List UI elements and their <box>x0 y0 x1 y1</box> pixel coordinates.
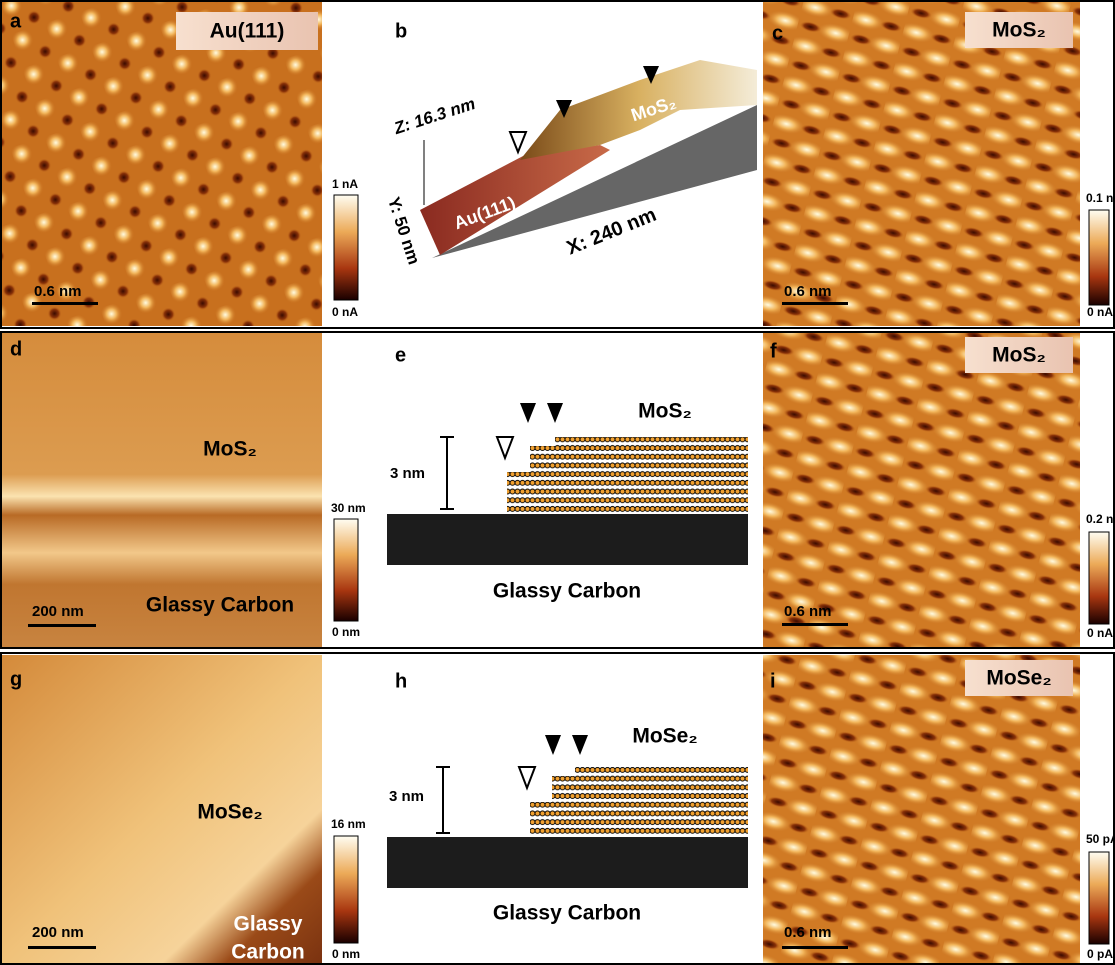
colorbar-min: 0 nm <box>332 947 360 961</box>
substrate-label: Glassy Carbon <box>493 580 641 603</box>
stm-image <box>2 2 322 326</box>
arrow-filled <box>547 403 563 423</box>
stm-image <box>763 333 1080 647</box>
colorbar-max: 30 nm <box>331 501 366 515</box>
height-bracket <box>436 767 450 833</box>
z-label: Z: 16.3 nm <box>391 94 478 138</box>
region-label: MoS₂ <box>203 438 257 461</box>
substrate <box>387 514 748 565</box>
figure: Au(111) a 0.6 nm 1 nA 0 nA b Z: 16.3 nm … <box>0 0 1115 965</box>
panel-label: a <box>10 10 22 32</box>
colorbar <box>334 195 358 300</box>
substrate-label: Glassy Carbon <box>493 902 641 925</box>
scale-bar <box>782 302 848 305</box>
colorbar-min: 0 nA <box>1087 626 1113 640</box>
colorbar-min: 0 nA <box>332 305 358 319</box>
tag: Au(111) <box>210 20 285 43</box>
colorbar <box>334 519 358 621</box>
arrow-open <box>510 132 526 152</box>
y-label: Y: 50 nm <box>384 195 424 267</box>
scale-bar <box>782 946 848 949</box>
colorbar <box>1089 210 1109 305</box>
panel-label: d <box>10 338 22 360</box>
arrow-filled <box>545 735 561 755</box>
scale-bar <box>28 624 96 627</box>
panel-label: g <box>10 668 22 690</box>
layer-label: MoS₂ <box>638 400 692 423</box>
panel-label: i <box>770 670 776 692</box>
colorbar-max: 1 nA <box>332 177 358 191</box>
colorbar <box>1089 852 1109 944</box>
region-label: Glassy <box>234 913 303 936</box>
stm-image <box>763 2 1080 326</box>
panel-label: b <box>395 20 407 42</box>
arrow-open <box>497 437 513 458</box>
colorbar-min: 0 nA <box>1087 305 1113 319</box>
height-label: 3 nm <box>390 465 425 482</box>
panel-label: c <box>772 22 783 44</box>
arrow-open <box>519 767 535 788</box>
scale-bar-label: 0.6 nm <box>784 603 832 620</box>
panel-label: e <box>395 344 406 366</box>
colorbar-max: 0.1 nA <box>1086 191 1115 205</box>
layer <box>530 446 748 472</box>
colorbar-min: 0 nm <box>332 625 360 639</box>
layer <box>507 472 748 512</box>
scale-bar-label: 200 nm <box>32 603 84 620</box>
region-label: Glassy Carbon <box>146 594 294 617</box>
scale-bar <box>782 623 848 626</box>
colorbar <box>334 836 358 943</box>
colorbar-max: 50 pA <box>1086 832 1115 846</box>
height-label: 3 nm <box>389 788 424 805</box>
scale-bar <box>28 946 96 949</box>
colorbar-max: 16 nm <box>331 817 366 831</box>
stm-image <box>763 655 1080 963</box>
tag: MoS₂ <box>992 19 1046 42</box>
colorbar-min: 0 pA <box>1087 947 1113 961</box>
layer <box>555 437 748 446</box>
region-label: Carbon <box>231 941 305 964</box>
colorbar-max: 0.2 nA <box>1086 512 1115 526</box>
scale-bar-label: 200 nm <box>32 924 84 941</box>
substrate <box>387 837 748 888</box>
layer <box>552 776 748 802</box>
colorbar <box>1089 532 1109 624</box>
layer <box>575 767 748 776</box>
arrow-filled <box>572 735 588 755</box>
panel-label: f <box>770 340 777 362</box>
arrow-filled <box>520 403 536 423</box>
scale-bar-label: 0.6 nm <box>34 283 82 300</box>
layer <box>530 802 748 835</box>
scale-bar-label: 0.6 nm <box>784 924 832 941</box>
scale-bar <box>32 302 98 305</box>
tag: MoSe₂ <box>986 667 1051 690</box>
region-label: MoSe₂ <box>197 801 262 824</box>
height-bracket <box>440 437 454 509</box>
panel-label: h <box>395 670 407 692</box>
tag: MoS₂ <box>992 344 1046 367</box>
layer-label: MoSe₂ <box>632 725 697 748</box>
scale-bar-label: 0.6 nm <box>784 283 832 300</box>
